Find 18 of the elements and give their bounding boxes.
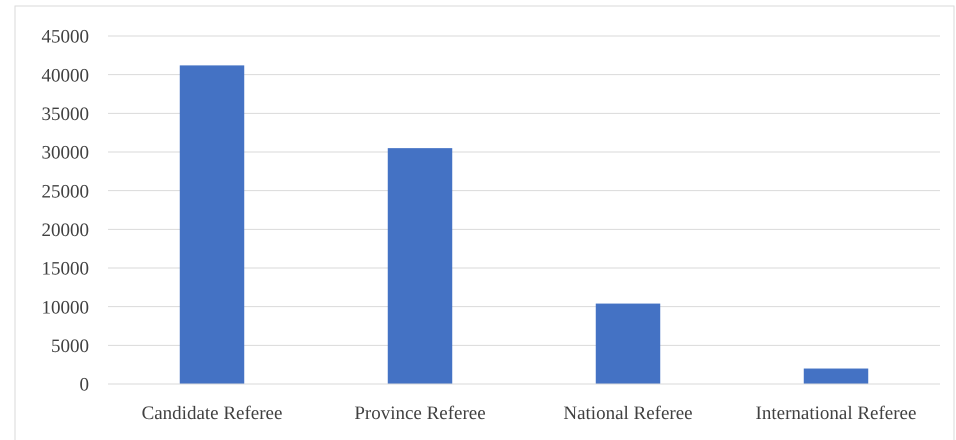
bar [596, 304, 660, 384]
y-tick-label: 5000 [51, 336, 89, 357]
x-tick-label: Candidate Referee [142, 403, 282, 424]
y-tick-label: 0 [80, 374, 89, 396]
bar [804, 368, 868, 384]
x-tick-label: International Referee [756, 403, 916, 424]
y-tick-label: 35000 [42, 104, 89, 125]
y-tick-label: 25000 [42, 181, 89, 202]
bar [388, 148, 452, 384]
x-tick-label: Province Referee [354, 403, 486, 424]
y-tick-label: 30000 [42, 142, 89, 164]
y-tick-label: 45000 [42, 26, 89, 48]
x-tick-label: National Referee [563, 403, 693, 424]
bar [180, 65, 244, 384]
y-tick-label: 15000 [42, 258, 89, 280]
y-tick-label: 10000 [42, 297, 89, 318]
y-tick-label: 40000 [42, 65, 89, 86]
y-tick-label: 20000 [42, 220, 89, 241]
